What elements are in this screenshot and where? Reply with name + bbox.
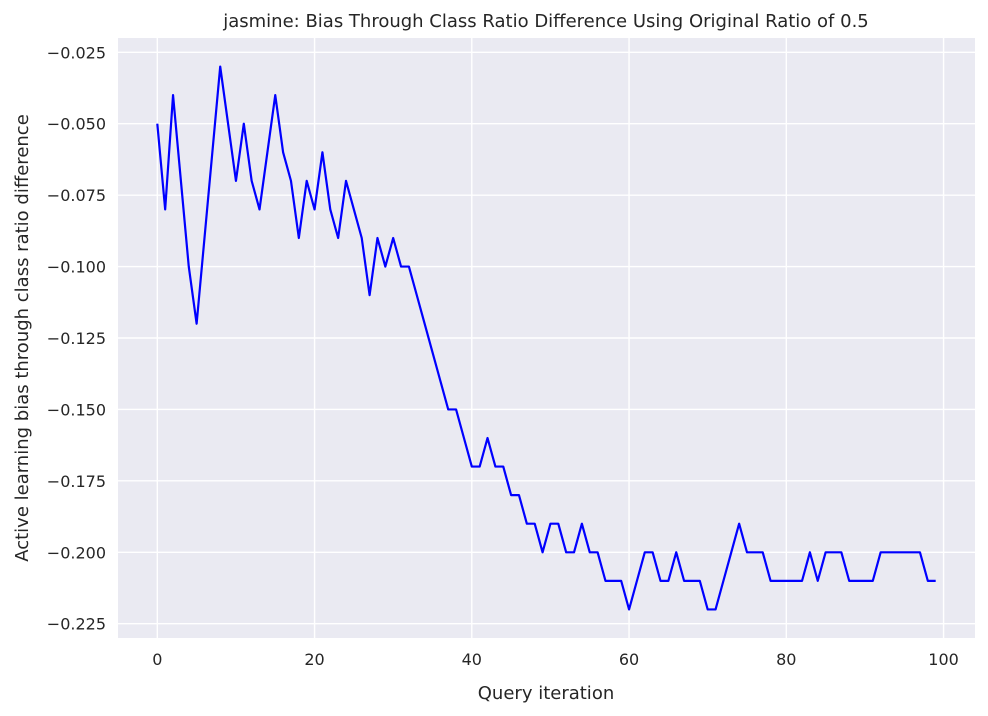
x-tick-label: 100	[928, 650, 959, 669]
x-tick-label: 80	[776, 650, 796, 669]
series-layer	[156, 65, 936, 611]
y-tick-label: −0.175	[47, 472, 106, 491]
y-tick-label: −0.050	[47, 115, 106, 134]
y-tick-label: −0.225	[47, 615, 106, 634]
x-tick-label: 20	[304, 650, 324, 669]
chart-title: jasmine: Bias Through Class Ratio Differ…	[222, 11, 869, 32]
y-tick-label: −0.150	[47, 400, 106, 419]
grid	[118, 38, 975, 638]
series-line	[156, 65, 936, 611]
y-tick-label: −0.125	[47, 329, 106, 348]
x-tick-label: 60	[619, 650, 639, 669]
y-tick-label: −0.200	[47, 543, 106, 562]
y-tick-label: −0.075	[47, 186, 106, 205]
y-tick-label: −0.100	[47, 258, 106, 277]
x-tick-label: 0	[152, 650, 162, 669]
y-axis-label: Active learning bias through class ratio…	[12, 114, 33, 562]
y-tick-label: −0.025	[47, 43, 106, 62]
x-axis-label: Query iteration	[478, 683, 614, 704]
x-tick-label: 40	[462, 650, 482, 669]
tick-labels: 0 20 40 60 80 100 −0.225 −0.200 −0.175 −0.150 −0.1…	[47, 43, 959, 669]
